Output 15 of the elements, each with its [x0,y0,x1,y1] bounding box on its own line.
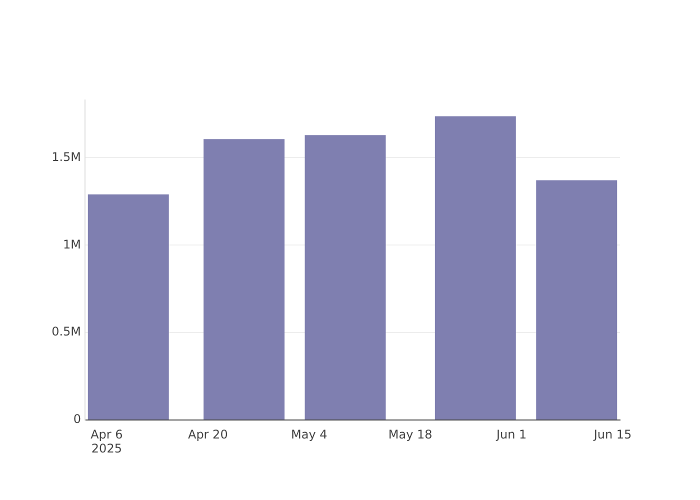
x-tick-label: Apr 20 [188,427,228,442]
x-tick-label: Jun 1 [495,427,527,442]
x-tick-label: May 18 [388,427,432,442]
bar [204,139,285,420]
x-tick-label: Apr 6 2025 [90,427,123,456]
y-tick-label: 0 [73,412,81,426]
y-tick-label: 1M [63,237,81,252]
bar [434,116,516,420]
bar [304,135,386,420]
y-tick-label: 1.5M [52,150,81,164]
bar [88,194,169,420]
y-tick-label: 0.5M [52,324,81,339]
x-tick-label: May 4 [290,427,328,442]
bar [536,180,618,420]
x-tick-label: Jun 15 [592,427,632,442]
